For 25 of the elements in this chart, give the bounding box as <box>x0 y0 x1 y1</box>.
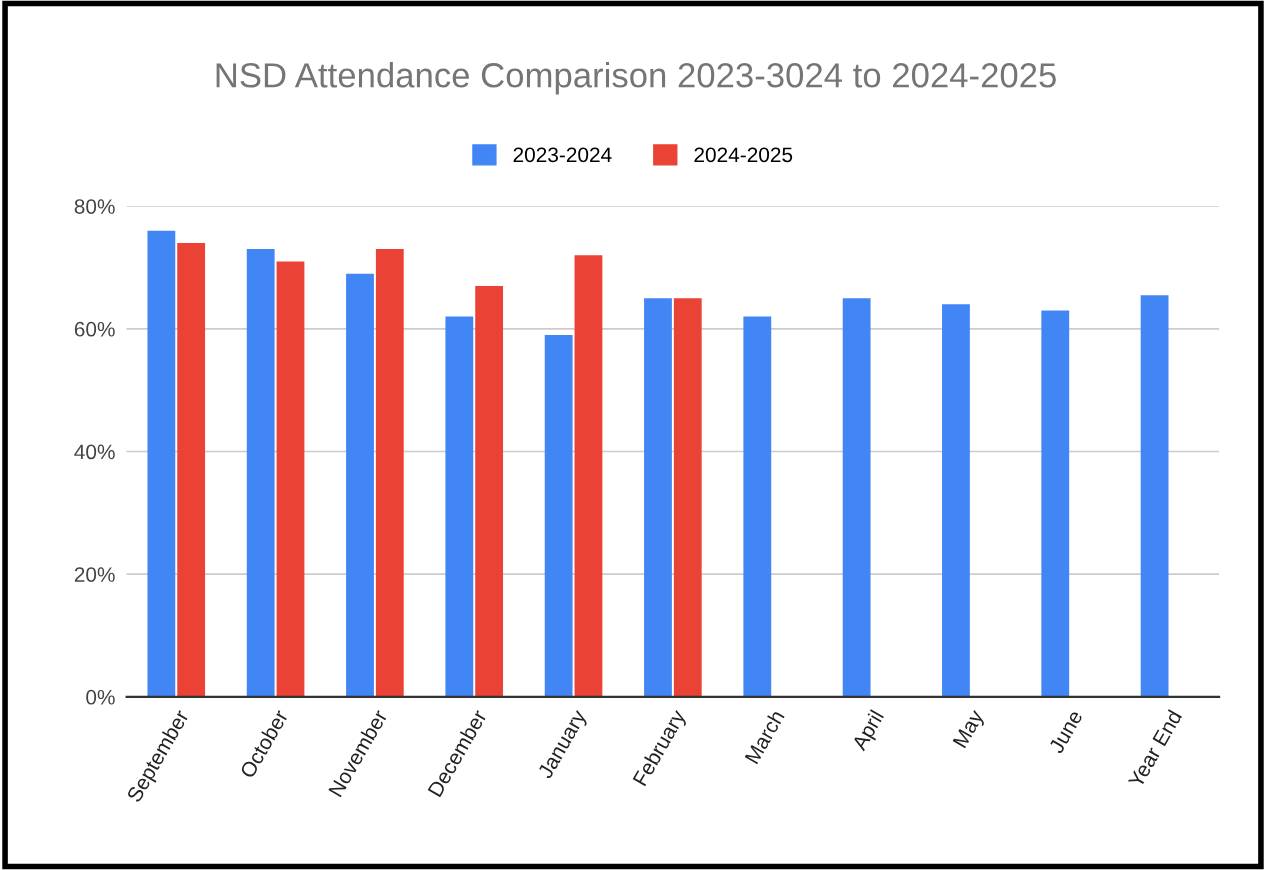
bar <box>346 273 374 697</box>
chart-title: NSD Attendance Comparison 2023-3024 to 2024-2025 <box>216 62 1056 95</box>
bar <box>644 298 672 697</box>
bar <box>375 249 404 697</box>
bar <box>574 255 603 697</box>
bar <box>445 316 474 697</box>
bar <box>276 261 305 697</box>
bar <box>246 249 275 697</box>
bar <box>942 304 970 697</box>
legend-label: 2024-2025 <box>694 147 793 163</box>
legend-label: 2023-2024 <box>513 147 612 163</box>
y-tick-label: 40% <box>74 444 115 460</box>
bar <box>1041 310 1070 697</box>
y-tick-label: 80% <box>74 199 115 214</box>
bar <box>475 285 504 697</box>
bar <box>743 316 772 697</box>
bar <box>177 242 206 697</box>
y-tick-label: 20% <box>74 567 115 582</box>
bar <box>544 334 573 697</box>
bar <box>673 298 702 697</box>
y-tick-label: 60% <box>74 321 115 337</box>
y-tick-label: 0% <box>86 689 115 705</box>
bar <box>147 230 176 697</box>
bar <box>1140 295 1169 697</box>
bar <box>842 298 871 697</box>
